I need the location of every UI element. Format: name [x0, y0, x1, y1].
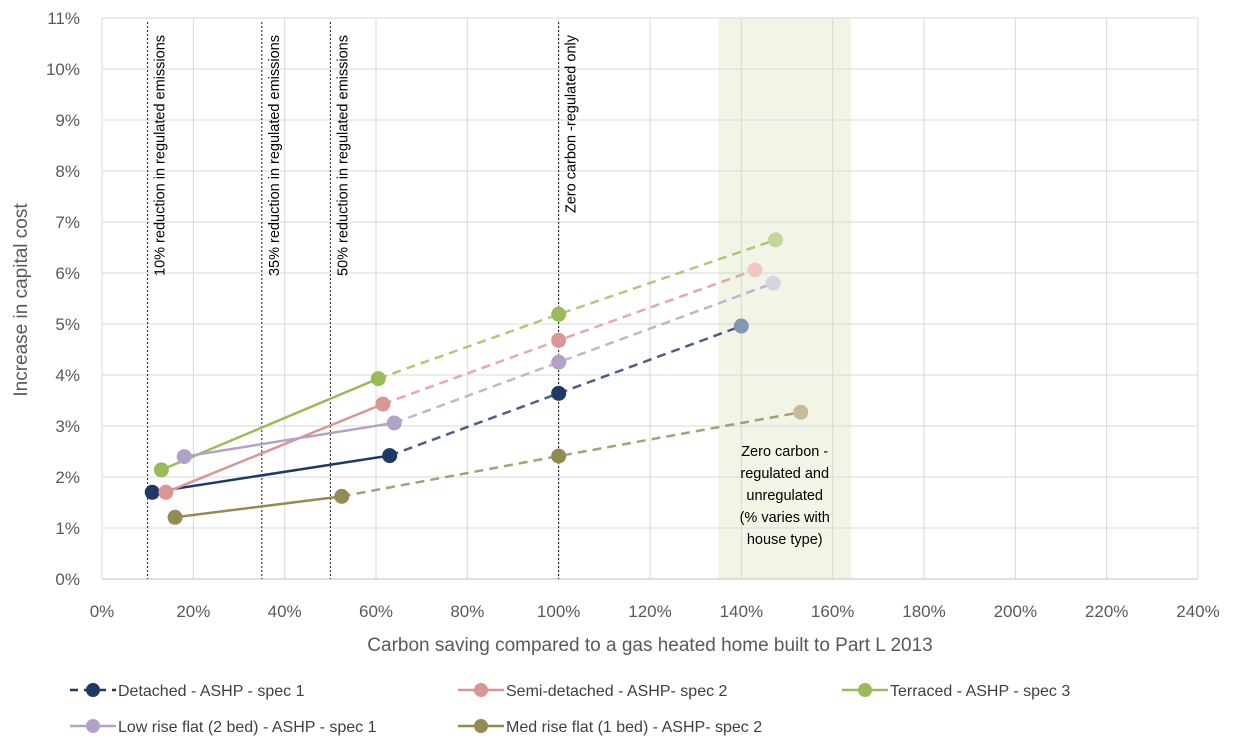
data-point — [386, 415, 402, 431]
y-tick-label: 10% — [46, 60, 80, 79]
x-tick-label: 180% — [902, 602, 945, 621]
legend-label: Detached - ASHP - spec 1 — [118, 683, 305, 700]
data-point — [768, 232, 784, 248]
series-line-solid — [184, 421, 395, 458]
gridlines — [101, 17, 1199, 580]
series-group — [167, 404, 809, 525]
y-tick-label: 8% — [55, 162, 80, 181]
series-group — [176, 275, 781, 465]
y-tick-label: 4% — [55, 366, 80, 385]
shaded-region-label-line: Zero carbon - — [741, 444, 828, 460]
y-tick-label: 6% — [55, 264, 80, 283]
annotations: Zero carbon - regulated and unregulated (% … — [740, 444, 830, 548]
data-point — [551, 332, 567, 348]
x-tick-label: 140% — [720, 602, 763, 621]
legend-item: Med rise flat (1 bed) - ASHP- spec 2 — [458, 719, 762, 736]
shaded-region-label-line: regulated and — [740, 466, 829, 482]
x-tick-label: 20% — [176, 602, 210, 621]
y-tick-label: 5% — [55, 315, 80, 334]
x-tick-label: 0% — [90, 602, 115, 621]
legend-label: Terraced - ASHP - spec 3 — [890, 683, 1070, 700]
x-tick-label: 220% — [1085, 602, 1128, 621]
shaded-region-label-line: unregulated — [746, 488, 823, 504]
data-point — [334, 488, 350, 504]
data-point — [765, 275, 781, 291]
legend-swatch-marker — [858, 683, 872, 697]
data-point — [793, 404, 809, 420]
x-tick-label: 40% — [268, 602, 302, 621]
x-axis-title: Carbon saving compared to a gas heated h… — [367, 635, 932, 656]
legend-item: Low rise flat (2 bed) - ASHP - spec 1 — [70, 719, 377, 736]
data-point — [551, 448, 567, 464]
data-point — [375, 396, 391, 412]
legend: Detached - ASHP - spec 1 Semi-detached - … — [70, 683, 1070, 736]
shaded-region-label: Zero carbon - regulated and unregulated (% … — [740, 444, 830, 548]
x-tick-label: 100% — [537, 602, 580, 621]
y-tick-label: 3% — [55, 417, 80, 436]
series-line-projection — [377, 238, 776, 380]
series-line-projection — [382, 268, 756, 406]
data-point — [551, 306, 567, 322]
data-point — [747, 262, 763, 278]
y-tick-label: 11% — [47, 9, 80, 28]
shaded-region-layer — [718, 18, 851, 579]
data-point — [382, 448, 398, 464]
legend-item: Terraced - ASHP - spec 3 — [842, 683, 1070, 700]
x-tick-label: 160% — [811, 602, 854, 621]
legend-label: Med rise flat (1 bed) - ASHP- spec 2 — [506, 719, 762, 736]
reference-line-label: Zero carbon -regulated only — [564, 34, 580, 213]
x-tick-label: 240% — [1176, 602, 1219, 621]
legend-swatch-marker — [474, 719, 488, 733]
legend-item: Semi-detached - ASHP- spec 2 — [458, 683, 728, 700]
y-tick-label: 0% — [55, 570, 80, 589]
x-tick-label: 200% — [994, 602, 1037, 621]
y-tick-label: 1% — [55, 519, 80, 538]
reference-line-label: 10% reduction in regulated emissions — [153, 35, 169, 276]
data-point — [370, 371, 386, 387]
y-tick-label: 2% — [55, 468, 80, 487]
y-tick-label: 7% — [55, 213, 80, 232]
x-tick-label: 120% — [628, 602, 671, 621]
x-tick-label: 80% — [450, 602, 484, 621]
legend-label: Low rise flat (2 bed) - ASHP - spec 1 — [118, 719, 377, 736]
shaded-region-label-line: (% varies with — [740, 510, 830, 526]
series-group — [144, 318, 749, 500]
shaded-region-label-line: house type) — [747, 532, 823, 548]
legend-swatch-marker — [86, 719, 100, 733]
legend-label: Semi-detached - ASHP- spec 2 — [506, 683, 728, 700]
reference-line-label: 50% reduction in regulated emissions — [335, 35, 351, 276]
series-line-solid — [152, 454, 390, 494]
legend-swatch-marker — [474, 683, 488, 697]
data-point — [176, 449, 192, 465]
data-point — [153, 462, 169, 478]
legend-swatch-marker — [86, 683, 100, 697]
series-layer — [144, 232, 809, 525]
tick-labels: 0% 1% 2% 3% 4% 5% 6% 7% 8% 9% 10% 11% 0% 20% 40% 60% 80%… — [46, 9, 1220, 621]
data-point — [167, 509, 183, 525]
data-point — [144, 484, 160, 500]
series-line-solid — [165, 402, 384, 494]
x-tick-label: 60% — [359, 602, 393, 621]
reference-lines: 10% reduction in regulated emissions 35% … — [147, 22, 580, 579]
legend-item: Detached - ASHP - spec 1 — [70, 683, 305, 700]
series-group — [153, 232, 784, 478]
data-point — [551, 385, 567, 401]
data-point — [551, 354, 567, 370]
series-group — [158, 262, 763, 500]
series-line-solid — [174, 495, 342, 519]
y-tick-label: 9% — [55, 111, 80, 130]
data-point — [158, 484, 174, 500]
shaded-region — [718, 18, 851, 579]
y-axis-title: Increase in capital cost — [11, 203, 32, 397]
reference-line-label: 35% reduction in regulated emissions — [267, 35, 283, 276]
data-point — [733, 318, 749, 334]
